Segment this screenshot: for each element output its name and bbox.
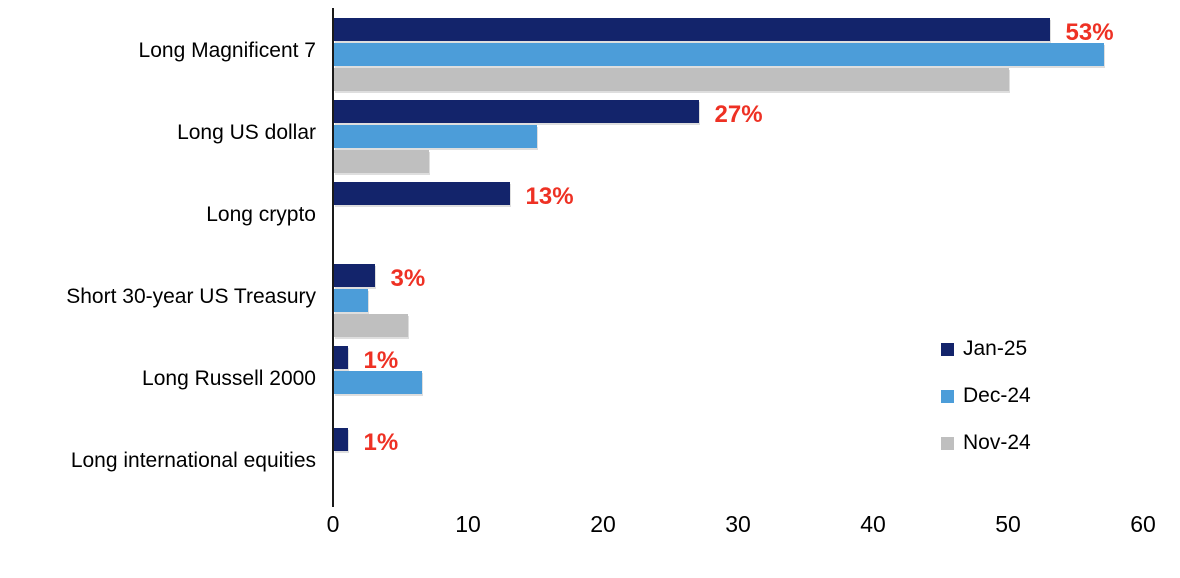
legend-item-nov-24: Nov-24 — [941, 431, 1031, 455]
category-label-long-russell-2000: Long Russell 2000 — [142, 367, 316, 391]
bar-jan-25-long-russell-2000 — [334, 346, 348, 369]
data-label-long-international-equities: 1% — [363, 428, 399, 456]
bar-dec-24-long-magnificent-7 — [334, 43, 1104, 66]
y-axis-line — [332, 8, 334, 507]
x-tick-label-30: 30 — [725, 511, 751, 537]
bar-jan-25-long-us-dollar — [334, 100, 699, 123]
legend-swatch-icon-jan-25 — [941, 342, 954, 356]
data-label-long-crypto: 13% — [525, 182, 574, 210]
x-tick-label-10: 10 — [455, 511, 481, 537]
legend-swatch-icon-nov-24 — [941, 436, 954, 450]
data-label-short-30-year-us-treasury: 3% — [390, 264, 426, 292]
category-label-long-magnificent-7: Long Magnificent 7 — [138, 39, 316, 63]
bar-dec-24-short-30-year-us-treasury — [334, 289, 368, 312]
bar-nov-24-long-magnificent-7 — [334, 68, 1009, 91]
category-label-long-crypto: Long crypto — [206, 203, 316, 227]
bar-jan-25-short-30-year-us-treasury — [334, 264, 375, 287]
data-label-long-russell-2000: 1% — [363, 346, 399, 374]
x-tick-label-0: 0 — [326, 511, 340, 537]
x-tick-label-60: 60 — [1130, 511, 1156, 537]
category-label-long-us-dollar: Long US dollar — [177, 121, 316, 145]
legend-item-jan-25: Jan-25 — [941, 337, 1027, 361]
bar-jan-25-long-international-equities — [334, 428, 348, 451]
bar-jan-25-long-crypto — [334, 182, 510, 205]
x-tick-label-40: 40 — [860, 511, 886, 537]
data-label-long-us-dollar: 27% — [714, 100, 763, 128]
bar-nov-24-short-30-year-us-treasury — [334, 314, 408, 337]
x-tick-label-20: 20 — [590, 511, 616, 537]
bar-jan-25-long-magnificent-7 — [334, 18, 1050, 41]
data-label-long-magnificent-7: 53% — [1065, 18, 1114, 46]
legend-label-dec-24: Dec-24 — [963, 384, 1031, 407]
x-tick-label-50: 50 — [995, 511, 1021, 537]
category-label-long-international-equities: Long international equities — [70, 449, 316, 473]
bar-dec-24-long-russell-2000 — [334, 371, 422, 394]
legend-label-nov-24: Nov-24 — [963, 431, 1031, 454]
legend-label-jan-25: Jan-25 — [963, 337, 1028, 360]
legend-swatch-icon-dec-24 — [941, 389, 954, 403]
legend-item-dec-24: Dec-24 — [941, 384, 1031, 408]
category-label-short-30-year-us-treasury: Short 30-year US Treasury — [66, 285, 316, 309]
bar-dec-24-long-us-dollar — [334, 125, 537, 148]
bar-nov-24-long-us-dollar — [334, 150, 429, 173]
